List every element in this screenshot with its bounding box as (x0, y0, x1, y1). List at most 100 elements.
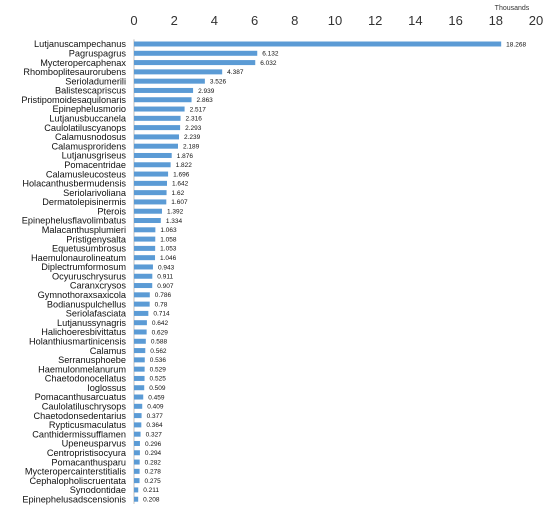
category-label: Ioglossus (87, 383, 126, 393)
bar (134, 255, 156, 261)
data-label: 2.239 (184, 134, 201, 141)
bar (134, 320, 147, 326)
category-label: Mycteropercaphenax (40, 58, 126, 68)
bar (134, 60, 256, 66)
category-label: Calamusproridens (51, 141, 126, 151)
bar (134, 292, 150, 298)
category-label: Upeneusparvus (62, 439, 127, 449)
category-label: Balistescapriscus (55, 86, 126, 96)
category-label: Caulolatiluscyanops (44, 123, 126, 133)
category-label: Ocyuruschrysurus (52, 271, 126, 281)
category-label: Epinephelusmorio (52, 104, 126, 114)
bar (134, 403, 143, 409)
data-label: 1.607 (171, 199, 188, 206)
data-label: 0.278 (145, 469, 162, 476)
data-label: 0.714 (153, 311, 170, 318)
bar (134, 338, 146, 344)
category-label: Synodontidae (70, 485, 126, 495)
category-label: Rypticusmaculatus (49, 420, 127, 430)
category-label: Calamus (90, 346, 127, 356)
bar (134, 366, 145, 372)
x-tick-label: 10 (328, 13, 342, 28)
data-label: 0.459 (148, 394, 165, 401)
category-label: Chaetodonocellatus (45, 374, 127, 384)
data-label: 0.588 (151, 339, 168, 346)
bar (134, 152, 172, 158)
bars (134, 41, 502, 502)
data-label: 0.529 (150, 366, 167, 373)
category-label: Caulolatiluschrysops (42, 402, 127, 412)
bar (134, 245, 156, 251)
data-label: 1.696 (173, 171, 190, 178)
category-label: Chaetodonsedentarius (34, 411, 127, 421)
bar (134, 459, 140, 465)
bar (134, 394, 144, 400)
x-tick-label: 16 (448, 13, 462, 28)
category-label: Pagruspagrus (69, 48, 127, 58)
category-label: Pomacanthusarcuatus (35, 392, 127, 402)
x-tick-label: 4 (211, 13, 218, 28)
category-label: Halichoeresbivittatus (41, 327, 126, 337)
category-label: Serioladumerili (65, 76, 126, 86)
bar (134, 50, 258, 56)
category-label: Mycteropercainterstitialis (25, 467, 127, 477)
category-label: Lutjanussynagris (57, 318, 126, 328)
data-label: 0.275 (145, 478, 162, 485)
bar (134, 87, 194, 93)
data-label: 1.058 (160, 236, 177, 243)
data-label: 0.943 (158, 264, 175, 271)
bar (134, 385, 145, 391)
x-tick-label: 12 (368, 13, 382, 28)
category-label: Pomacanthusparu (51, 457, 126, 467)
category-label: Lutjanusbuccanela (49, 114, 127, 124)
data-label: 0.911 (157, 274, 173, 281)
data-label: 1.046 (160, 255, 177, 262)
data-label: 1.063 (160, 227, 177, 234)
data-label: 2.863 (197, 97, 214, 104)
bar (134, 78, 205, 84)
bar (134, 171, 169, 177)
bar (134, 273, 153, 279)
bar (134, 236, 156, 242)
bar (134, 468, 140, 474)
category-label: Dermatolepisinermis (42, 197, 126, 207)
bar (134, 190, 167, 196)
x-tick-label: 8 (291, 13, 298, 28)
data-label: 0.786 (155, 292, 172, 299)
bar (134, 478, 140, 484)
category-label: Seriolarivoliana (63, 188, 127, 198)
data-label: 1.822 (176, 162, 193, 169)
category-label: Epinephelusflavolimbatus (22, 216, 127, 226)
category-label: Rhomboplitesaurorubens (23, 67, 126, 77)
bar (134, 301, 150, 307)
data-label: 2.189 (183, 143, 200, 150)
data-label: 6.032 (260, 60, 277, 67)
data-label: 1.62 (172, 190, 185, 197)
data-label: 0.409 (147, 404, 164, 411)
data-label: 0.327 (146, 431, 163, 438)
bar (134, 97, 192, 103)
bar (134, 422, 142, 428)
units-label: Thousands (495, 5, 530, 12)
category-label: Holanthiusmartinicensis (29, 336, 126, 346)
bar (134, 69, 223, 75)
category-label: Pterois (97, 206, 126, 216)
bar (134, 283, 153, 289)
x-tick-label: 20 (529, 13, 543, 28)
category-label: Malacanthusplumieri (42, 225, 126, 235)
bar (134, 413, 142, 419)
data-label: 0.562 (150, 348, 167, 355)
category-label: Epinephelusadscensionis (22, 494, 126, 504)
category-labels: LutjanuscampechanusPagruspagrusMycterope… (21, 39, 127, 504)
bar (134, 310, 149, 316)
data-label: 0.282 (145, 459, 162, 466)
category-label: Canthidermissufflamen (32, 429, 126, 439)
x-tick-label: 14 (408, 13, 422, 28)
category-label: Gymnothoraxsaxicola (38, 290, 127, 300)
data-label: 0.509 (149, 385, 166, 392)
bar (134, 208, 162, 214)
category-label: Pristigenysalta (66, 234, 127, 244)
category-label: Calamusnodosus (55, 132, 126, 142)
category-label: Cephalopholiscruentata (29, 476, 126, 486)
